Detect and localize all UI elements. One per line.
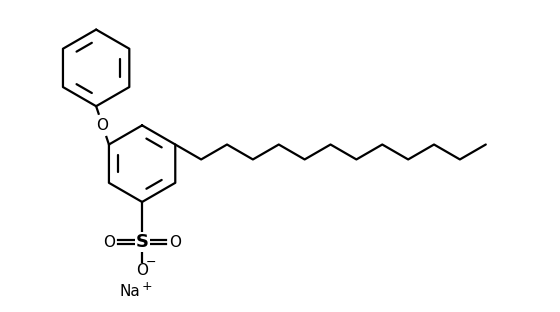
Text: Na: Na: [119, 285, 140, 300]
Text: S: S: [136, 233, 148, 251]
Text: −: −: [145, 256, 156, 269]
Text: O: O: [104, 235, 115, 250]
Text: O: O: [96, 118, 109, 133]
Text: +: +: [142, 280, 153, 293]
Text: O: O: [169, 235, 181, 250]
Text: O: O: [136, 263, 148, 278]
